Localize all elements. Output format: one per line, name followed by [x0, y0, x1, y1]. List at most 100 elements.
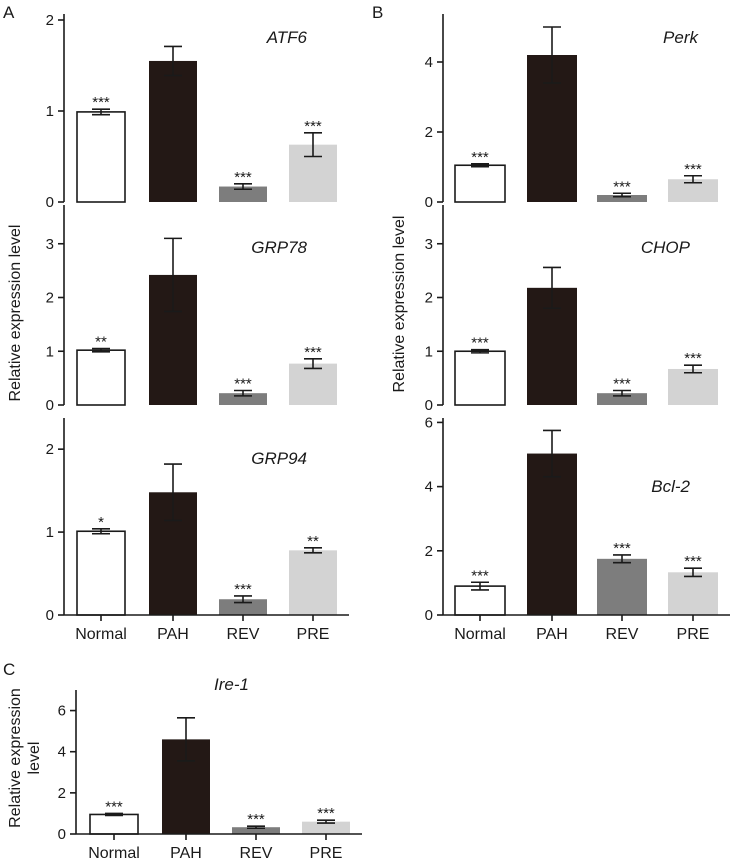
chart-title: ATF6	[266, 28, 308, 47]
bar-pre	[289, 363, 337, 405]
significance-label: ***	[234, 169, 252, 186]
y-tick-label: 1	[46, 524, 54, 541]
y-tick-label: 0	[425, 194, 433, 211]
x-tick-label-rev: REV	[240, 845, 273, 859]
y-tick-label: 2	[46, 290, 54, 307]
bar-normal	[76, 111, 126, 203]
significance-label: ***	[247, 811, 265, 828]
chart-bcl-2: 0 2 4 6 Bcl-2 *** *** *** Normal PAH REV PRE	[425, 414, 730, 643]
bar-rev	[597, 195, 647, 202]
y-tick-label: 6	[58, 703, 66, 720]
chart-title: Bcl-2	[651, 477, 690, 496]
panel-letter-a: A	[3, 3, 15, 22]
chart-title: GRP78	[251, 238, 307, 257]
bar-rev	[597, 558, 647, 615]
y-axis-label-panel-b: Relative expression level	[391, 216, 408, 393]
bar-pre	[302, 821, 350, 834]
chart-atf6: 0 1 2 ATF6 *** *** ***	[46, 12, 337, 211]
significance-label: *	[98, 514, 104, 531]
y-axis-label-panel-a: Relative expression level	[7, 225, 24, 402]
chart-title: Perk	[663, 28, 699, 47]
bar-pre	[289, 550, 337, 615]
x-tick-label-pah: PAH	[170, 845, 202, 859]
bar-normal	[454, 164, 506, 203]
y-axis-label-panel-c-line2: level	[26, 742, 43, 775]
y-tick-label: 2	[425, 290, 433, 307]
significance-label: ***	[105, 798, 123, 815]
bar-rev	[219, 393, 267, 405]
bar-normal	[89, 813, 139, 835]
chart-grp94: 012 GRP94******Normal PAH REV PRE	[46, 418, 349, 643]
y-tick-label: 1	[46, 343, 54, 360]
bar-normal	[76, 530, 126, 616]
bar-pre	[668, 179, 718, 202]
significance-label: ***	[684, 350, 702, 367]
significance-label: ***	[317, 805, 335, 822]
y-tick-label: 0	[425, 397, 433, 414]
x-tick-label-pre: PRE	[297, 626, 330, 643]
y-tick-label: 3	[425, 236, 433, 253]
y-tick-label: 3	[46, 236, 54, 253]
y-axis-label-panel-c-line1: Relative expression	[7, 688, 24, 828]
y-tick-label: 1	[425, 343, 433, 360]
x-tick-label-rev: REV	[606, 626, 639, 643]
x-tick-label-rev: REV	[227, 626, 260, 643]
y-tick-label: 4	[425, 479, 433, 496]
significance-label: ***	[613, 540, 631, 557]
chart-chop: 0 1 2 3 CHOP *** *** ***	[425, 205, 718, 414]
y-tick-label: 0	[46, 397, 54, 414]
significance-label: ***	[92, 94, 110, 111]
x-tick-label-pah: PAH	[536, 626, 568, 643]
significance-label: ***	[234, 581, 252, 598]
bar-normal	[454, 350, 506, 406]
significance-label: ***	[304, 118, 322, 135]
bar-normal	[76, 349, 126, 406]
y-tick-label: 6	[425, 414, 433, 431]
significance-label: ***	[234, 375, 252, 392]
y-tick-label: 4	[58, 744, 66, 761]
x-tick-label-normal: Normal	[454, 626, 506, 643]
significance-label: ***	[471, 149, 489, 166]
bar-rev	[219, 599, 267, 615]
bar-pah	[149, 60, 197, 203]
x-tick-label-pre: PRE	[677, 626, 710, 643]
bar-rev	[597, 393, 647, 405]
significance-label: ***	[613, 375, 631, 392]
bar-pre	[668, 368, 718, 405]
significance-label: ***	[684, 553, 702, 570]
chart-title: GRP94	[251, 449, 307, 468]
panel-letter-b: B	[372, 3, 383, 22]
bar-pre	[668, 572, 718, 615]
bar-rev	[232, 827, 280, 834]
bar-pah	[527, 453, 577, 615]
y-tick-label: 1	[46, 103, 54, 120]
x-tick-label-normal: Normal	[88, 845, 140, 859]
chart-title: CHOP	[641, 238, 691, 257]
x-tick-label-pre: PRE	[310, 845, 343, 859]
y-tick-label: 0	[58, 826, 66, 843]
bar-rev	[219, 186, 267, 202]
significance-label: **	[307, 533, 319, 550]
significance-label: ***	[471, 335, 489, 352]
panel-letter-c: C	[3, 660, 15, 679]
x-tick-label-pah: PAH	[157, 626, 189, 643]
significance-label: ***	[613, 178, 631, 195]
y-tick-label: 0	[425, 607, 433, 624]
significance-label: ***	[304, 344, 322, 361]
chart-perk: 0 2 4 Perk *** *** ***	[425, 14, 718, 211]
chart-ire-1: 0 2 4 6 Ire-1 *** *** *** Normal PAH REV PRE	[58, 675, 362, 859]
significance-label: ***	[471, 567, 489, 584]
chart-title: Ire-1	[214, 675, 249, 694]
y-tick-label: 2	[46, 441, 54, 458]
x-tick-label-normal: Normal	[75, 626, 127, 643]
y-tick-label: 2	[425, 543, 433, 560]
y-tick-label: 0	[46, 607, 54, 624]
y-tick-label: 2	[46, 12, 54, 29]
y-tick-label: 4	[425, 54, 433, 71]
significance-label: **	[95, 334, 107, 351]
y-tick-label: 0	[46, 194, 54, 211]
significance-label: ***	[684, 161, 702, 178]
y-tick-label: 2	[58, 785, 66, 802]
